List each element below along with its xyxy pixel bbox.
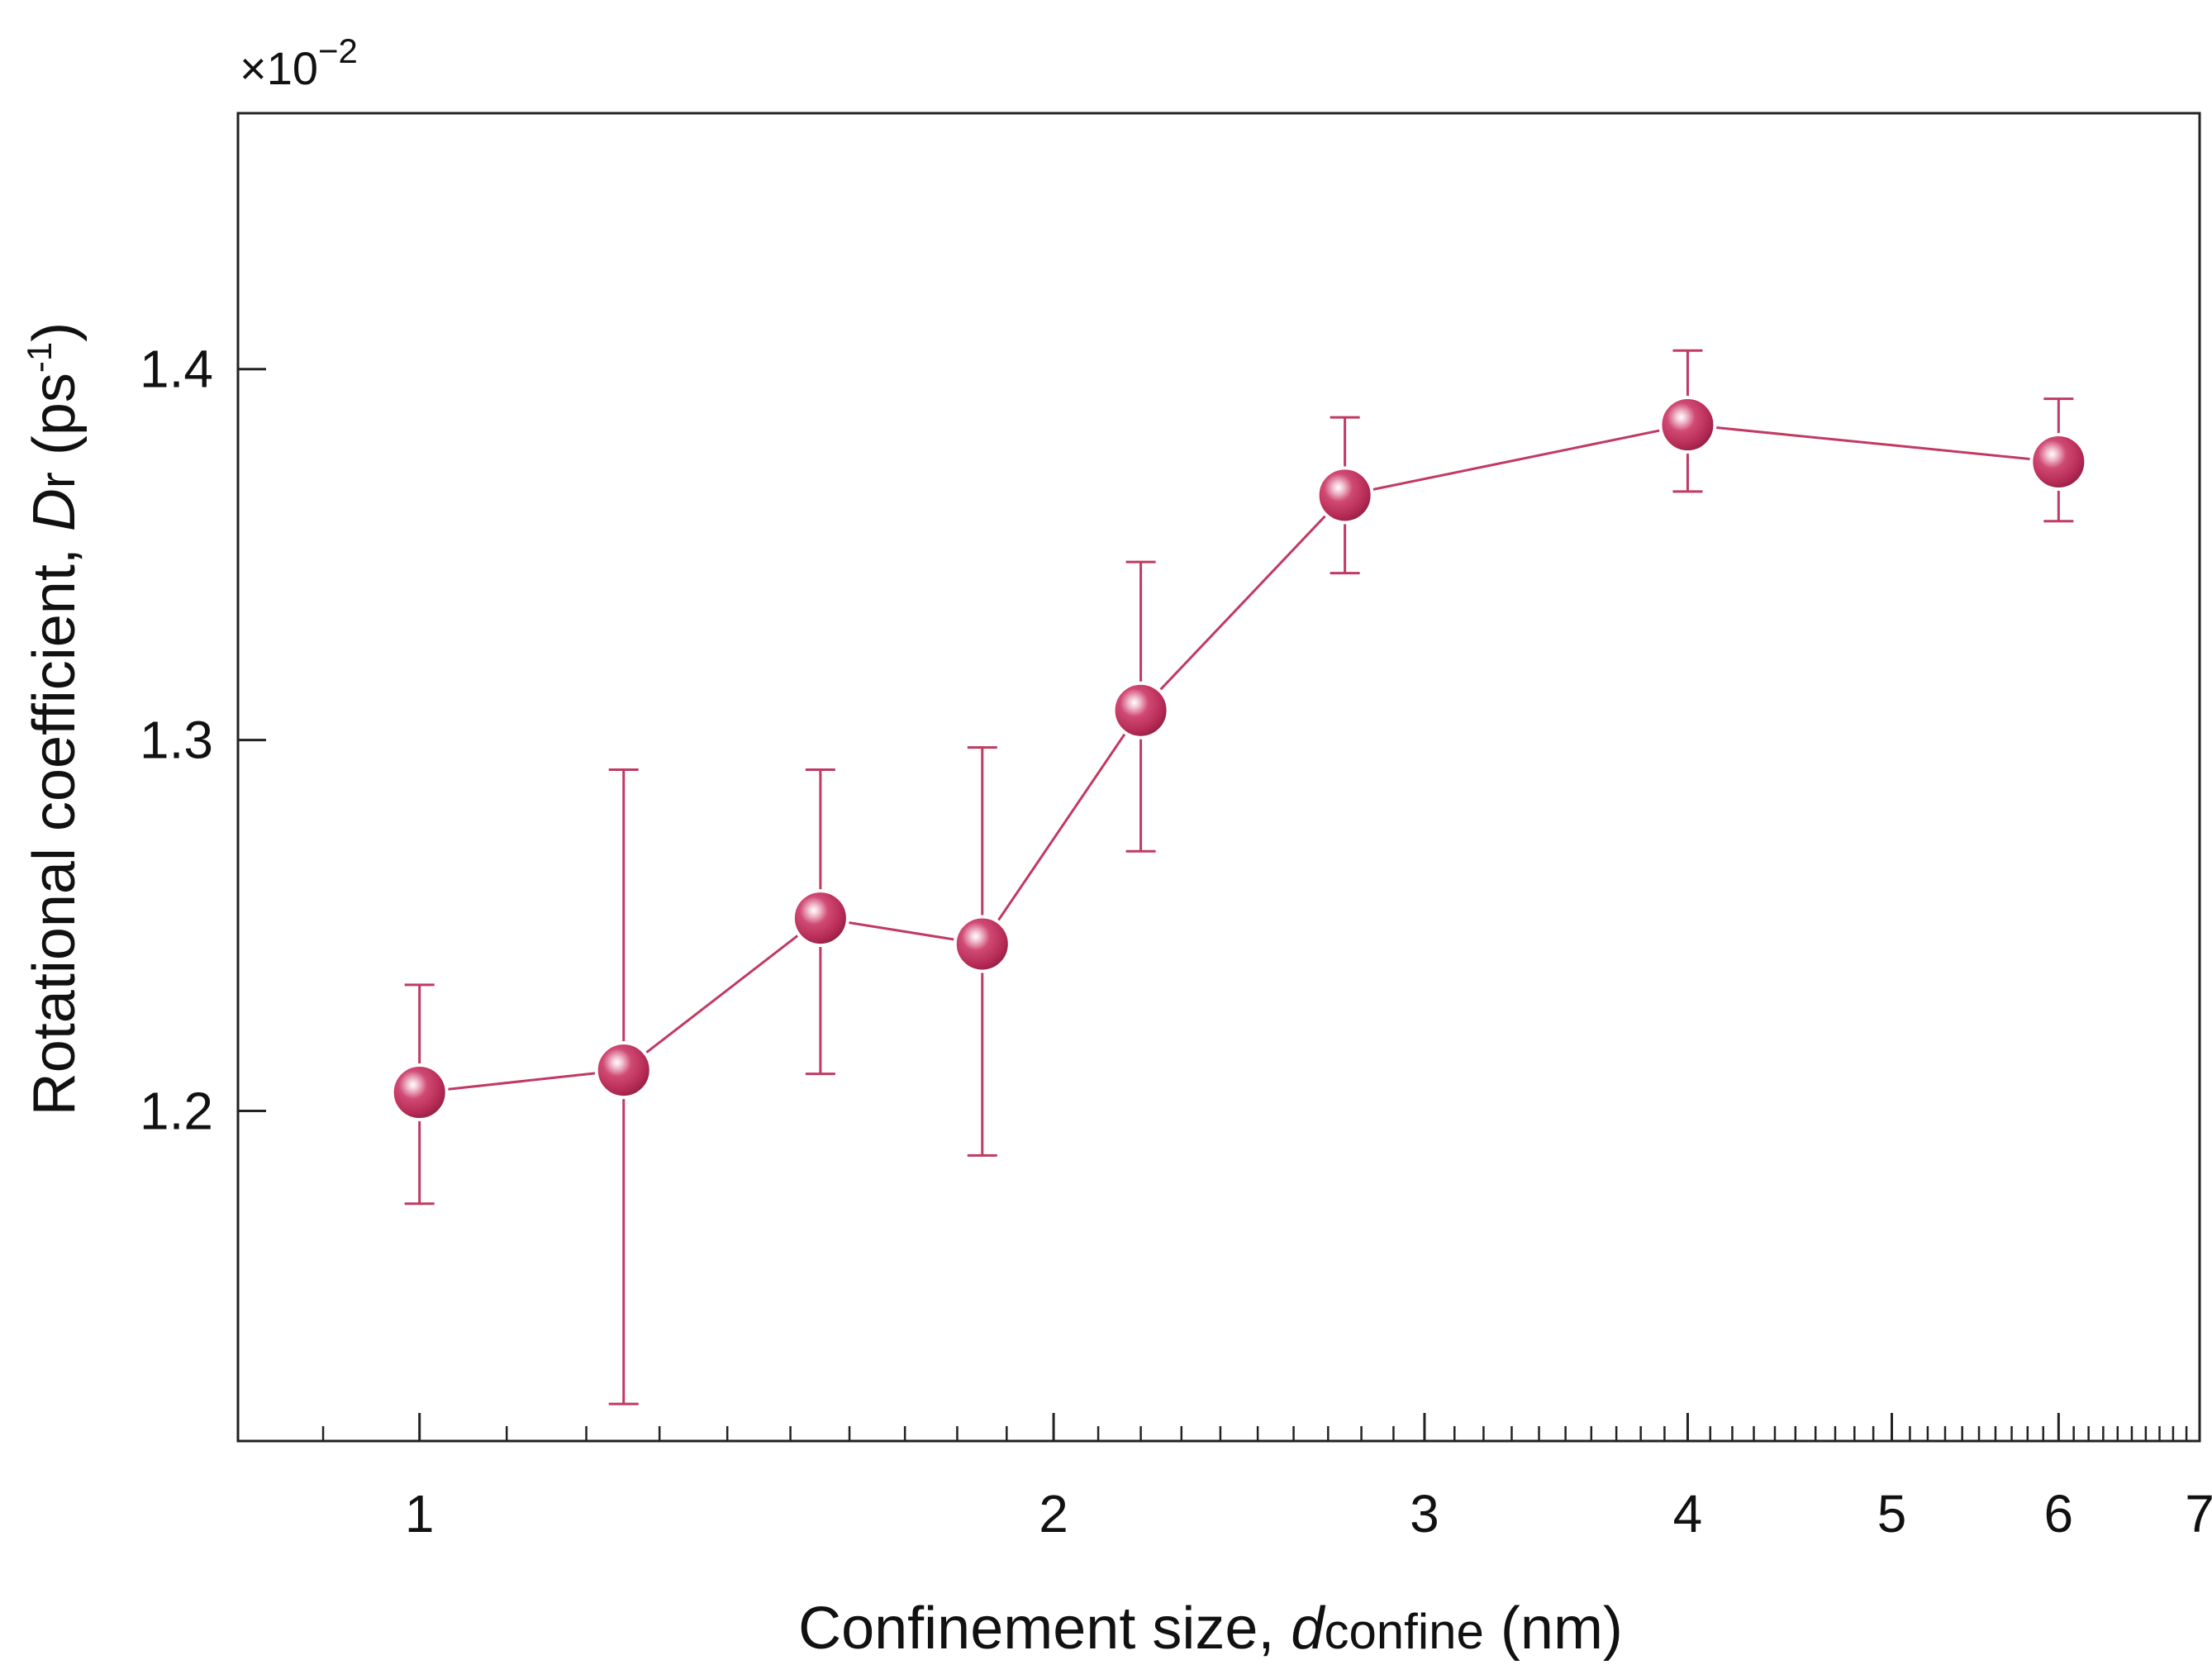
y-multiplier: ×10−2	[240, 31, 358, 94]
series-layer	[390, 349, 2088, 1406]
y-tick-label: 1.4	[140, 340, 213, 399]
x-axis-ticks: 1 2 3 4 5 6 7	[321, 1413, 2212, 1543]
x-tick-label: 5	[1877, 1484, 1907, 1543]
data-point	[594, 1041, 653, 1100]
series-line	[419, 423, 2059, 1094]
x-tick-label: 7	[2185, 1484, 2212, 1543]
y-tick-label: 1.2	[140, 1081, 213, 1140]
y-tick-label: 1.3	[140, 711, 213, 770]
x-tick-label: 6	[2044, 1484, 2074, 1543]
data-point	[1658, 396, 1717, 454]
plot-frame	[236, 112, 2201, 1443]
data-point	[390, 1063, 449, 1122]
data-point	[2029, 432, 2088, 491]
x-tick-label: 1	[405, 1484, 435, 1543]
data-point	[1315, 466, 1374, 525]
y-axis-ticks: 1.2 1.3 1.4	[140, 340, 266, 1140]
x-tick-label: 2	[1039, 1484, 1068, 1543]
x-tick-label: 3	[1410, 1484, 1439, 1543]
x-tick-label: 4	[1673, 1484, 1703, 1543]
y-axis-title: Rotational coefficient, Dr (ps-1)	[20, 322, 88, 1115]
data-point	[1111, 681, 1170, 740]
x-axis-title: Confinement size, dconfine (nm)	[798, 1596, 1623, 1662]
data-point	[791, 889, 849, 948]
data-point	[953, 915, 1011, 973]
